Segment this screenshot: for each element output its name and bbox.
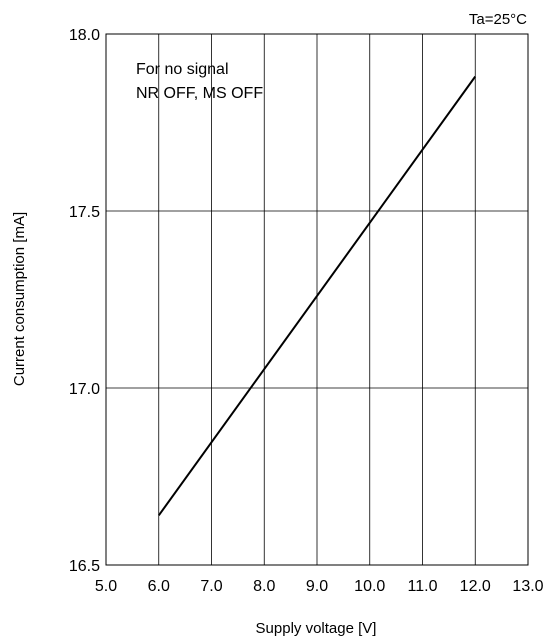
grid — [106, 34, 528, 565]
annotation-line-2: NR OFF, MS OFF — [136, 85, 263, 102]
x-tick-label: 11.0 — [408, 578, 438, 595]
x-tick-label: 10.0 — [354, 578, 385, 595]
y-tick-label: 16.5 — [69, 558, 100, 575]
y-tick-label: 17.5 — [69, 204, 100, 221]
x-tick-label: 8.0 — [253, 578, 275, 595]
x-tick-label: 12.0 — [460, 578, 491, 595]
y-tick-labels: 16.5 17.0 17.5 18.0 — [69, 27, 100, 575]
series-layer — [157, 75, 477, 517]
x-axis-label: Supply voltage [V] — [256, 620, 377, 637]
x-tick-label: 7.0 — [200, 578, 222, 595]
x-tick-label: 6.0 — [148, 578, 170, 595]
series-line — [157, 75, 477, 517]
y-tick-label: 17.0 — [69, 381, 100, 398]
x-tick-label: 5.0 — [95, 578, 117, 595]
x-tick-label: 13.0 — [512, 578, 543, 595]
x-tick-label: 9.0 — [306, 578, 328, 595]
x-tick-labels: 5.0 6.0 7.0 8.0 9.0 10.0 11.0 12.0 13.0 — [95, 578, 544, 595]
plot-frame — [105, 33, 529, 566]
y-axis-label: Current consumption [mA] — [11, 212, 28, 386]
annotation-line-1: For no signal — [136, 61, 229, 78]
y-tick-label: 18.0 — [69, 27, 100, 44]
condition-note: Ta=25°C — [469, 11, 527, 28]
